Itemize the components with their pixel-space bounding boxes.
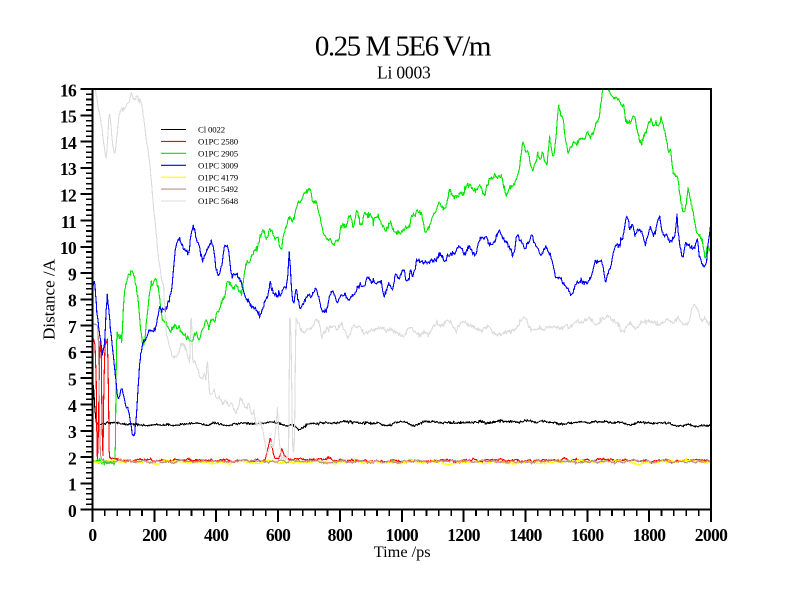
svg-text:12: 12 [60,186,76,206]
svg-text:0: 0 [68,501,77,521]
svg-text:7: 7 [68,317,77,337]
svg-text:11: 11 [61,212,76,232]
svg-text:2: 2 [68,448,76,468]
svg-text:O1PC 3009: O1PC 3009 [198,160,239,170]
svg-text:O1PC 2580: O1PC 2580 [198,137,239,147]
svg-text:1400: 1400 [509,525,542,545]
svg-text:Cl 0022: Cl 0022 [198,125,225,135]
svg-text:O1PC 2905: O1PC 2905 [198,148,239,158]
svg-text:1600: 1600 [571,525,604,545]
svg-text:O1PC 5648: O1PC 5648 [198,196,239,206]
svg-text:14: 14 [60,133,77,153]
svg-text:5: 5 [68,370,77,390]
svg-text:16: 16 [60,80,77,100]
svg-text:1200: 1200 [447,525,480,545]
svg-text:Distance /A: Distance /A [39,258,58,339]
svg-text:800: 800 [328,525,353,545]
svg-text:400: 400 [204,525,229,545]
svg-text:0: 0 [88,525,97,545]
svg-text:600: 600 [266,525,291,545]
svg-text:1000: 1000 [385,525,418,545]
svg-text:9: 9 [68,264,77,284]
svg-text:0.25 M 5E6 V/m: 0.25 M 5E6 V/m [315,30,492,62]
svg-text:13: 13 [60,159,77,179]
svg-text:1: 1 [68,475,76,495]
svg-text:15: 15 [60,107,77,127]
svg-text:Li 0003: Li 0003 [377,62,431,82]
svg-text:1800: 1800 [633,525,666,545]
svg-text:O1PC 5492: O1PC 5492 [198,184,238,194]
svg-text:10: 10 [60,238,77,258]
svg-text:8: 8 [68,291,77,311]
svg-text:2000: 2000 [695,525,728,545]
svg-text:200: 200 [142,525,167,545]
svg-text:4: 4 [68,396,77,416]
svg-text:Time /ps: Time /ps [374,542,431,561]
svg-text:3: 3 [68,422,77,442]
svg-text:O1PC 4179: O1PC 4179 [198,172,239,182]
svg-text:6: 6 [68,343,77,363]
